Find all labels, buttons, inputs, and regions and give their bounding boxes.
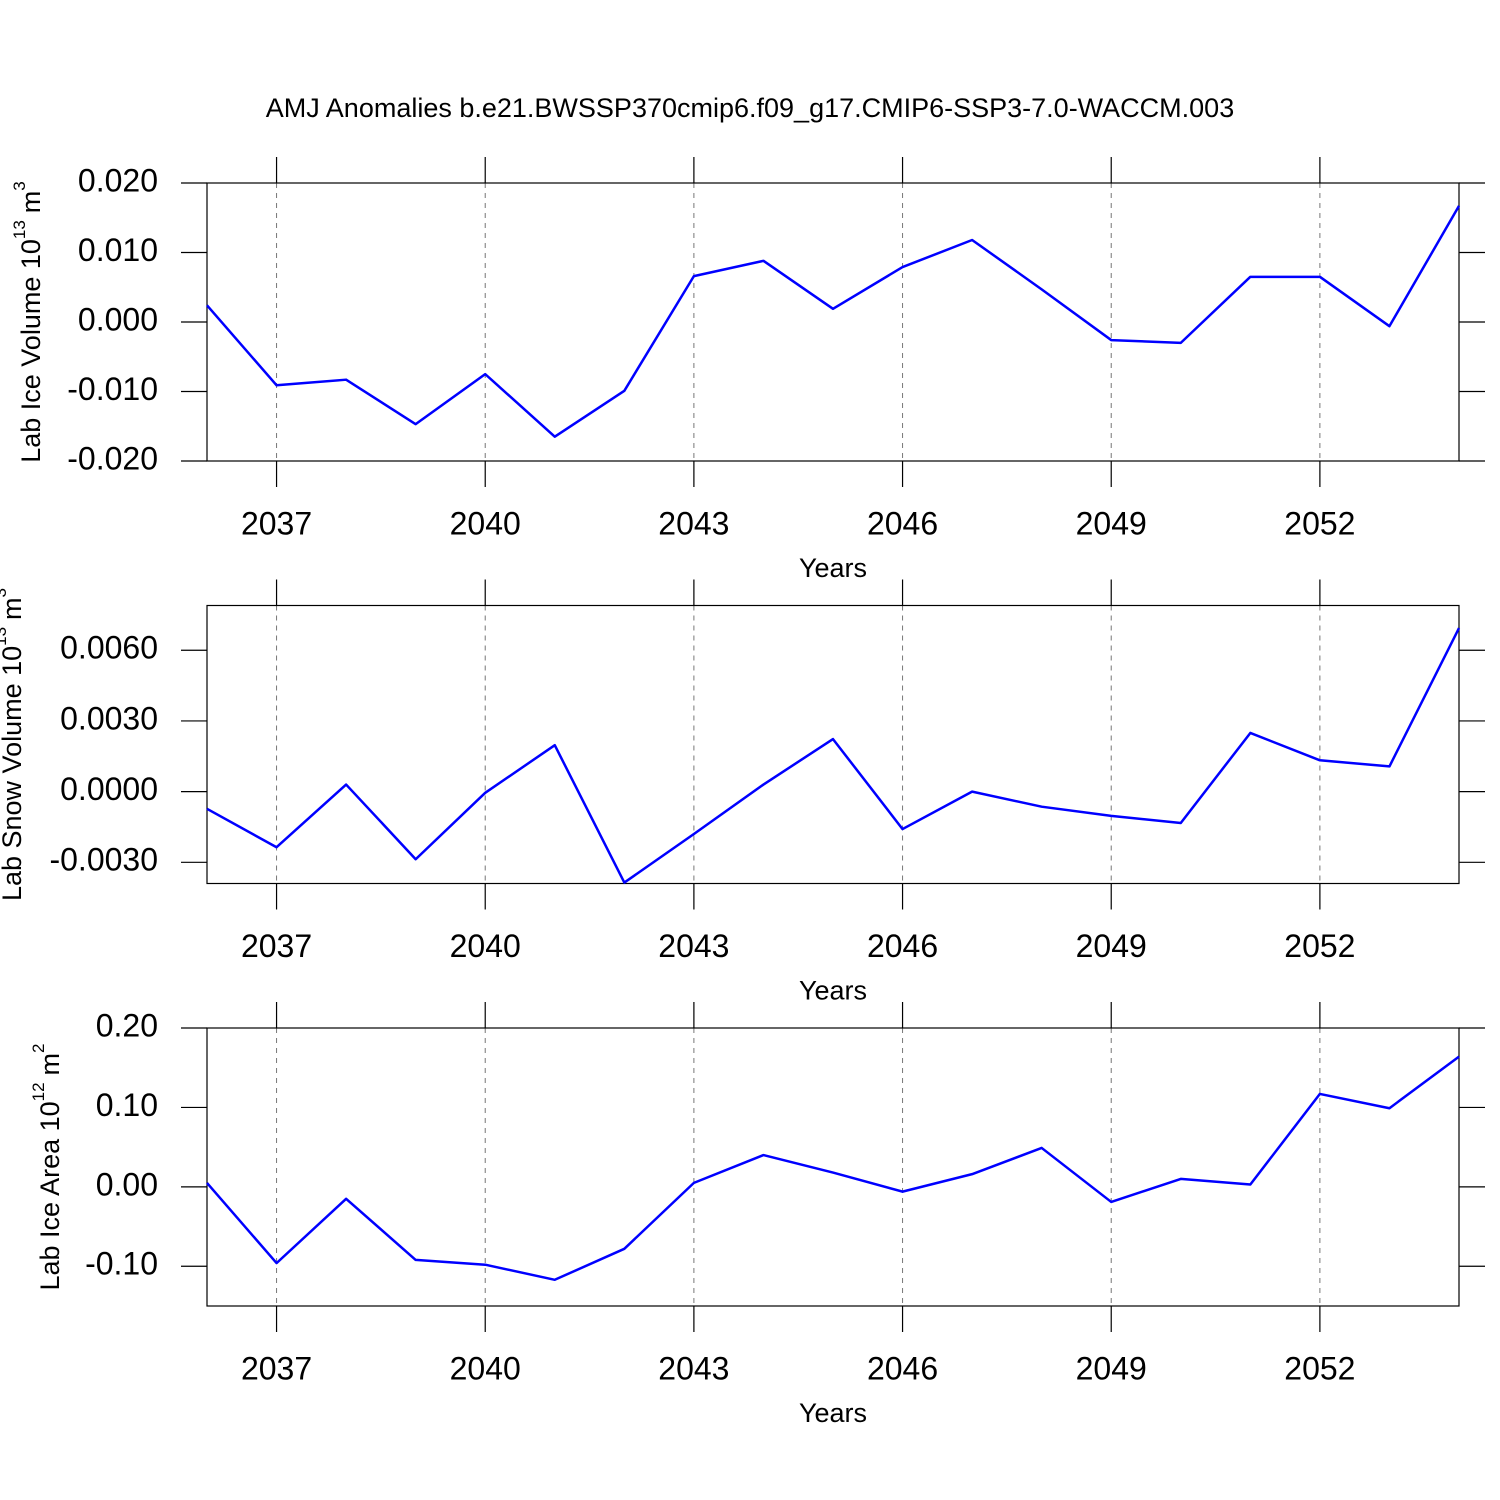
y-tick-label: 0.020 xyxy=(78,162,158,198)
x-tick-label: 2052 xyxy=(1284,505,1355,541)
x-tick-label: 2049 xyxy=(1076,1350,1147,1386)
y-tick-label: 0.20 xyxy=(96,1007,158,1043)
x-tick-label: 2040 xyxy=(450,505,521,541)
y-axis-label-part: Lab Snow Volume 10 xyxy=(0,646,27,901)
x-tick-label: 2046 xyxy=(867,928,938,964)
y-axis-label-part: Lab Ice Volume 10 xyxy=(16,239,46,463)
y-tick-label: 0.00 xyxy=(96,1166,158,1202)
x-tick-label: 2043 xyxy=(658,505,729,541)
data-line xyxy=(206,627,1461,884)
y-axis-label-part: m xyxy=(0,597,27,620)
x-tick-label: 2049 xyxy=(1076,505,1147,541)
y-axis-label: Lab Ice Volume 1013 m3 xyxy=(10,181,46,463)
y-axis-label-part: 13 xyxy=(0,627,10,646)
x-tick-label: 2046 xyxy=(867,1350,938,1386)
data-line xyxy=(206,1055,1460,1282)
y-tick-label: -0.10 xyxy=(85,1246,158,1282)
y-axis-label: Lab Ice Area 1012 m2 xyxy=(29,1043,65,1290)
y-axis-label-part: m xyxy=(16,191,46,214)
x-tick-label: 2052 xyxy=(1284,928,1355,964)
y-tick-label: 0.000 xyxy=(78,301,158,337)
y-tick-label: 0.0060 xyxy=(60,630,158,666)
y-tick-label: -0.010 xyxy=(67,371,158,407)
x-axis-label: Years xyxy=(799,553,867,583)
x-tick-label: 2037 xyxy=(241,1350,312,1386)
plot-frame xyxy=(206,182,1460,462)
y-axis-label-part: 3 xyxy=(0,588,10,597)
y-axis-label: Lab Snow Volume 1013 m3 xyxy=(0,588,27,901)
y-tick-label: 0.10 xyxy=(96,1087,158,1123)
plot-frame xyxy=(206,1027,1460,1307)
y-axis-label-part: 13 xyxy=(10,220,29,239)
x-tick-label: 2052 xyxy=(1284,1350,1355,1386)
x-tick-label: 2046 xyxy=(867,505,938,541)
x-axis-label: Years xyxy=(799,1398,867,1428)
y-axis-label-part: 2 xyxy=(29,1043,48,1052)
x-tick-label: 2037 xyxy=(241,505,312,541)
y-tick-label: 0.010 xyxy=(78,232,158,268)
y-tick-label: -0.020 xyxy=(67,440,158,476)
x-tick-label: 2040 xyxy=(450,1350,521,1386)
plot-frame xyxy=(206,604,1460,885)
x-tick-label: 2043 xyxy=(658,1350,729,1386)
chart-title: AMJ Anomalies b.e21.BWSSP370cmip6.f09_g1… xyxy=(266,93,1234,123)
y-tick-label: 0.0030 xyxy=(60,700,158,736)
y-tick-label: 0.0000 xyxy=(60,771,158,807)
x-tick-label: 2037 xyxy=(241,928,312,964)
x-tick-label: 2043 xyxy=(658,928,729,964)
x-tick-label: 2049 xyxy=(1076,928,1147,964)
y-axis-label-part: Lab Ice Area 10 xyxy=(35,1101,65,1290)
y-tick-label: -0.0030 xyxy=(49,842,158,878)
x-axis-label: Years xyxy=(799,976,867,1006)
y-axis-label-part: 12 xyxy=(29,1082,48,1101)
y-axis-label-part: 3 xyxy=(10,181,29,190)
x-tick-label: 2040 xyxy=(450,928,521,964)
y-axis-label-part: m xyxy=(35,1053,65,1076)
data-line xyxy=(206,205,1461,438)
